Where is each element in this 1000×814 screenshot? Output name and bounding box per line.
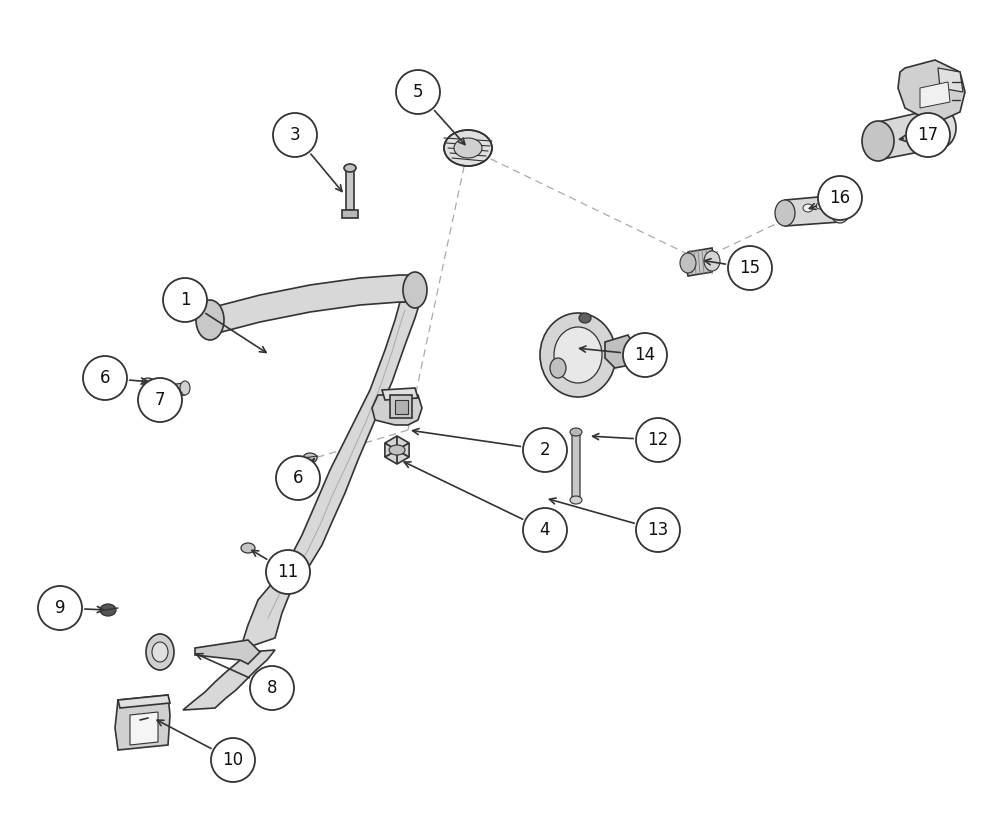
- Ellipse shape: [389, 445, 405, 455]
- Ellipse shape: [775, 200, 795, 226]
- Ellipse shape: [454, 138, 482, 158]
- Text: 12: 12: [647, 431, 669, 449]
- Polygon shape: [385, 450, 397, 464]
- Circle shape: [266, 550, 310, 594]
- Text: 9: 9: [55, 599, 65, 617]
- Polygon shape: [397, 443, 409, 457]
- Polygon shape: [783, 195, 842, 226]
- Polygon shape: [898, 60, 965, 122]
- Circle shape: [276, 456, 320, 500]
- Polygon shape: [346, 170, 354, 210]
- Polygon shape: [382, 388, 418, 400]
- Text: 14: 14: [634, 346, 656, 364]
- Ellipse shape: [816, 203, 824, 209]
- Ellipse shape: [830, 197, 850, 223]
- Ellipse shape: [570, 496, 582, 504]
- Text: 6: 6: [100, 369, 110, 387]
- Circle shape: [250, 666, 294, 710]
- Polygon shape: [385, 436, 397, 450]
- Ellipse shape: [924, 108, 956, 148]
- Polygon shape: [183, 650, 275, 710]
- Text: 7: 7: [155, 391, 165, 409]
- Ellipse shape: [444, 130, 492, 166]
- Polygon shape: [397, 450, 409, 464]
- Ellipse shape: [100, 604, 116, 616]
- Polygon shape: [385, 443, 397, 457]
- Circle shape: [818, 176, 862, 220]
- Ellipse shape: [862, 121, 894, 161]
- Ellipse shape: [241, 543, 255, 553]
- Ellipse shape: [162, 383, 172, 397]
- Ellipse shape: [704, 251, 720, 271]
- Circle shape: [523, 508, 567, 552]
- Circle shape: [636, 418, 680, 462]
- Ellipse shape: [152, 642, 168, 662]
- Polygon shape: [210, 275, 420, 335]
- Circle shape: [38, 586, 82, 630]
- Text: 16: 16: [829, 189, 851, 207]
- Text: 13: 13: [647, 521, 669, 539]
- Ellipse shape: [680, 253, 696, 273]
- Text: 17: 17: [917, 126, 939, 144]
- Ellipse shape: [803, 204, 813, 212]
- Polygon shape: [372, 395, 422, 425]
- Text: 1: 1: [180, 291, 190, 309]
- Text: 10: 10: [222, 751, 244, 769]
- Circle shape: [138, 378, 182, 422]
- Polygon shape: [395, 400, 408, 414]
- Polygon shape: [195, 640, 260, 664]
- Text: 8: 8: [267, 679, 277, 697]
- Text: 6: 6: [293, 469, 303, 487]
- Polygon shape: [390, 395, 412, 418]
- Polygon shape: [686, 248, 714, 276]
- Polygon shape: [240, 302, 420, 650]
- Circle shape: [728, 246, 772, 290]
- Polygon shape: [572, 433, 580, 500]
- Polygon shape: [130, 712, 158, 745]
- Circle shape: [636, 508, 680, 552]
- Circle shape: [906, 113, 950, 157]
- Ellipse shape: [550, 358, 566, 378]
- Circle shape: [396, 70, 440, 114]
- Text: 5: 5: [413, 83, 423, 101]
- Polygon shape: [342, 210, 358, 218]
- Ellipse shape: [344, 164, 356, 172]
- Polygon shape: [115, 695, 170, 750]
- Circle shape: [623, 333, 667, 377]
- Circle shape: [523, 428, 567, 472]
- Ellipse shape: [570, 428, 582, 436]
- Text: 11: 11: [277, 563, 299, 581]
- Circle shape: [83, 356, 127, 400]
- Polygon shape: [605, 335, 635, 368]
- Ellipse shape: [196, 300, 224, 340]
- Circle shape: [211, 738, 255, 782]
- Text: 4: 4: [540, 521, 550, 539]
- Polygon shape: [920, 82, 950, 108]
- Polygon shape: [167, 383, 185, 397]
- Ellipse shape: [403, 272, 427, 308]
- Text: 3: 3: [290, 126, 300, 144]
- Polygon shape: [873, 108, 945, 160]
- Ellipse shape: [540, 313, 616, 397]
- Ellipse shape: [180, 381, 190, 395]
- Polygon shape: [397, 436, 409, 450]
- Ellipse shape: [579, 313, 591, 323]
- Ellipse shape: [142, 378, 154, 386]
- Text: 2: 2: [540, 441, 550, 459]
- Ellipse shape: [554, 327, 602, 383]
- Circle shape: [163, 278, 207, 322]
- Polygon shape: [938, 68, 963, 92]
- Ellipse shape: [146, 634, 174, 670]
- Ellipse shape: [303, 453, 317, 463]
- Circle shape: [273, 113, 317, 157]
- Text: 15: 15: [739, 259, 761, 277]
- Polygon shape: [118, 695, 170, 708]
